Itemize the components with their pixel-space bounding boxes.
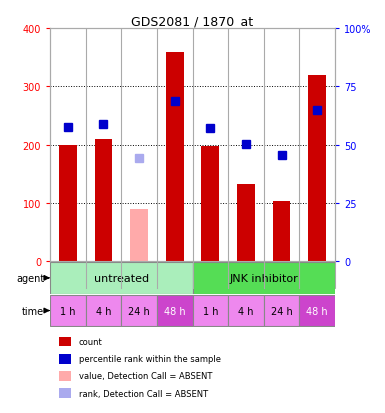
Text: 4 h: 4 h: [96, 306, 111, 316]
Text: percentile rank within the sample: percentile rank within the sample: [79, 354, 221, 363]
Text: 48 h: 48 h: [306, 306, 328, 316]
Bar: [121, 295, 157, 326]
Bar: [59, 388, 72, 398]
Bar: [228, 295, 264, 326]
Bar: [273, 202, 290, 262]
Bar: [85, 295, 121, 326]
Text: JNK inhibitor: JNK inhibitor: [229, 273, 298, 283]
Title: GDS2081 / 1870_at: GDS2081 / 1870_at: [131, 15, 254, 28]
Bar: [59, 145, 77, 262]
Text: 24 h: 24 h: [128, 306, 150, 316]
Text: rank, Detection Call = ABSENT: rank, Detection Call = ABSENT: [79, 389, 208, 398]
Bar: [192, 263, 335, 294]
Bar: [201, 147, 219, 262]
Text: 1 h: 1 h: [60, 306, 75, 316]
Bar: [50, 295, 85, 326]
Bar: [59, 337, 72, 347]
Text: untreated: untreated: [94, 273, 149, 283]
Bar: [264, 295, 300, 326]
Bar: [166, 53, 184, 262]
Text: 48 h: 48 h: [164, 306, 186, 316]
Text: 4 h: 4 h: [238, 306, 254, 316]
Bar: [157, 295, 192, 326]
Text: time: time: [22, 306, 44, 316]
Bar: [59, 371, 72, 381]
Bar: [59, 354, 72, 363]
Bar: [300, 295, 335, 326]
Bar: [192, 295, 228, 326]
Text: 24 h: 24 h: [271, 306, 292, 316]
Bar: [130, 209, 148, 262]
Text: value, Detection Call = ABSENT: value, Detection Call = ABSENT: [79, 372, 212, 380]
Text: agent: agent: [16, 273, 44, 283]
Text: 1 h: 1 h: [203, 306, 218, 316]
Bar: [237, 185, 255, 262]
Text: count: count: [79, 337, 102, 347]
Bar: [308, 76, 326, 262]
Bar: [50, 263, 192, 294]
Bar: [95, 140, 112, 262]
